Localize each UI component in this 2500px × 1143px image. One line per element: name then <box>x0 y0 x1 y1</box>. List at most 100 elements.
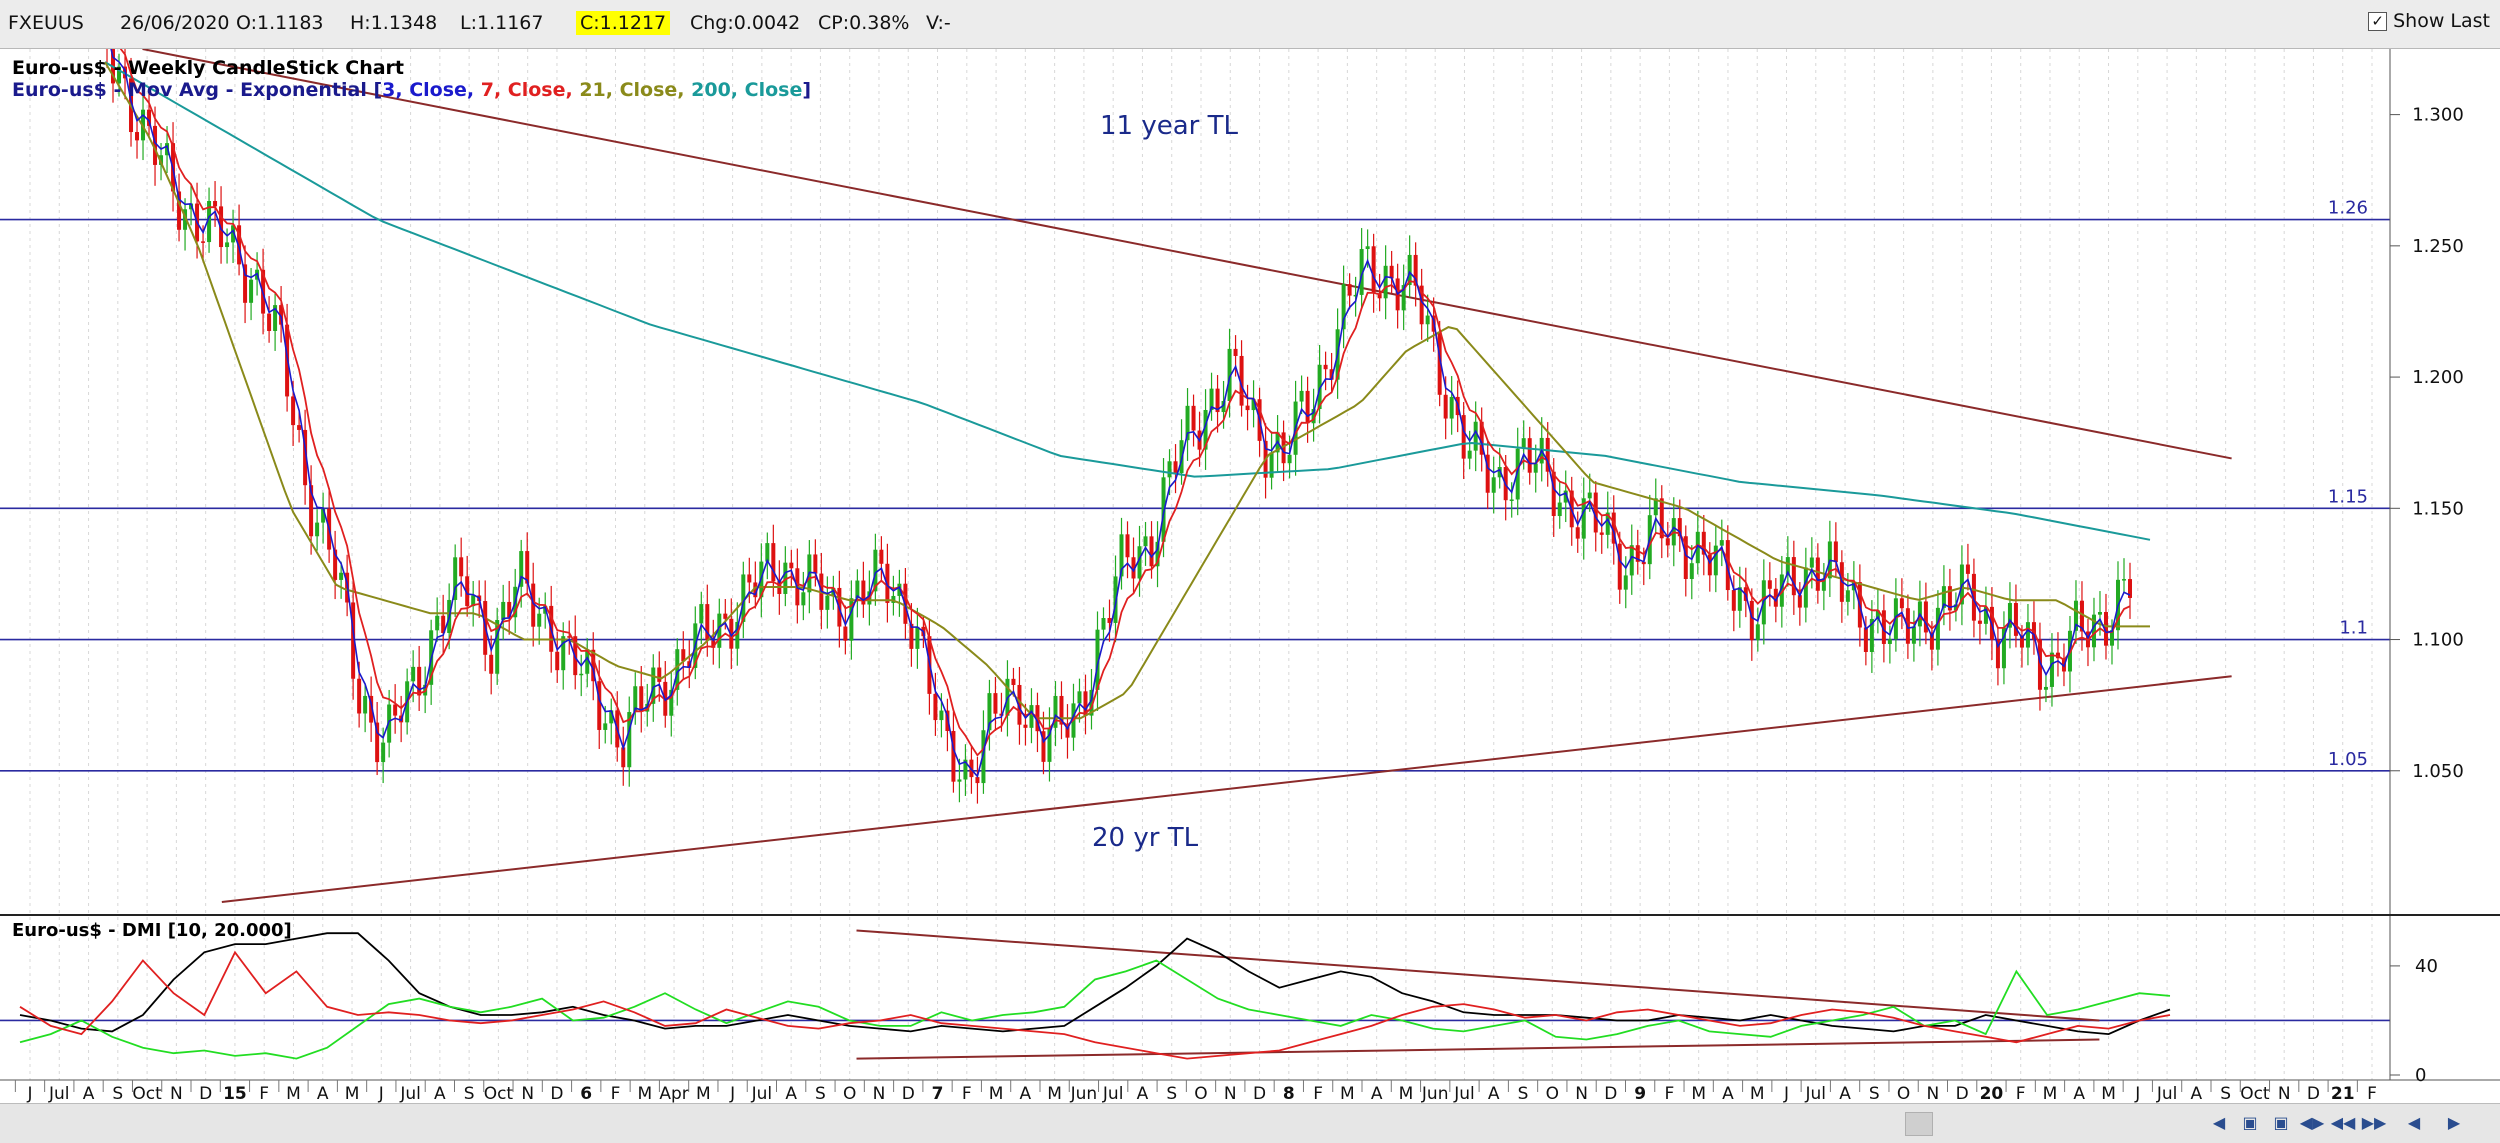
x-tick-label: D <box>2307 1084 2320 1103</box>
candle-body <box>1552 472 1556 516</box>
open-label: O:1.1183 <box>236 12 324 34</box>
candle-body <box>1936 608 1940 650</box>
candle-body <box>1534 463 1538 472</box>
candle-body <box>2122 579 2126 581</box>
candle-body <box>411 667 415 681</box>
candle-body <box>1720 540 1724 546</box>
candle-body <box>1690 563 1694 579</box>
price-trendline <box>222 676 2232 902</box>
x-tick-label: M <box>2043 1084 2058 1103</box>
ma-legend-part: 21, Close, <box>579 79 691 101</box>
candle-body <box>801 592 805 605</box>
candle-body <box>1366 246 1370 249</box>
candle-body <box>435 616 439 631</box>
symbol-label: FXEUUS <box>8 12 84 34</box>
x-tick-label: 20 <box>1980 1084 2004 1103</box>
time-scrollbar[interactable]: ◀ ▣ ▣ ◀▶ ◀◀ ▶▶ ◀ ▶ <box>0 1103 2500 1143</box>
x-tick-label: M <box>286 1084 301 1103</box>
x-tick-label: A <box>1488 1084 1500 1103</box>
candle-body <box>1077 691 1081 703</box>
candle-body <box>1732 590 1736 611</box>
candle-body <box>1450 397 1454 419</box>
ema-21-line <box>105 62 2150 718</box>
candle-body <box>489 655 493 674</box>
x-tick-label: Oct <box>2240 1084 2270 1103</box>
candle-body <box>765 543 769 561</box>
x-tick-label: A <box>2073 1084 2085 1103</box>
candle-body <box>1846 590 1850 602</box>
ema-7-line <box>95 49 2130 755</box>
candle-body <box>1660 498 1664 538</box>
show-last-toggle[interactable]: ✓ Show Last <box>2368 10 2490 32</box>
step-left-icon[interactable]: ◀ <box>2400 1111 2428 1135</box>
candle-body <box>1528 438 1532 473</box>
candle-body <box>747 574 751 582</box>
x-tick-label: N <box>2278 1084 2291 1103</box>
candle-body <box>597 681 601 730</box>
x-tick-label: S <box>815 1084 826 1103</box>
candle-body <box>1426 316 1430 325</box>
x-tick-label: N <box>873 1084 886 1103</box>
zoom-in-icon[interactable]: ▣ <box>2267 1111 2295 1135</box>
x-tick-label: D <box>1253 1084 1266 1103</box>
go-first-icon[interactable]: ◀◀ <box>2329 1111 2357 1135</box>
candle-body <box>1150 536 1154 566</box>
x-tick-label: S <box>2220 1084 2231 1103</box>
x-tick-label: S <box>112 1084 123 1103</box>
candle-body <box>1029 705 1033 728</box>
x-tick-label: D <box>902 1084 915 1103</box>
show-last-checkbox[interactable]: ✓ <box>2368 12 2387 31</box>
candle-body <box>1306 391 1310 423</box>
step-right-icon[interactable]: ▶ <box>2440 1111 2468 1135</box>
zoom-out-icon[interactable]: ▣ <box>2236 1111 2264 1135</box>
x-tick-label: M <box>637 1084 652 1103</box>
x-tick-label: D <box>550 1084 563 1103</box>
dmi-title: Euro-us$ - DMI [10, 20.000] <box>12 920 292 941</box>
x-tick-label: S <box>464 1084 475 1103</box>
candle-body <box>657 668 661 682</box>
candle-body <box>393 705 397 716</box>
candle-body <box>1011 679 1015 685</box>
candle-body <box>297 425 301 430</box>
ma-legend-part: 7, Close, <box>481 79 580 101</box>
x-tick-label: A <box>317 1084 329 1103</box>
show-last-label: Show Last <box>2393 10 2490 32</box>
candle-body <box>225 242 229 247</box>
x-tick-label: J <box>2134 1084 2140 1103</box>
moving-averages <box>95 49 2150 776</box>
volume-label: V:- <box>926 12 951 34</box>
candle-body <box>291 396 295 425</box>
x-tick-label: Jul <box>1453 1084 1475 1103</box>
candle-body <box>1101 618 1105 630</box>
scrollbar-thumb[interactable] <box>1905 1112 1933 1136</box>
candle-body <box>1558 503 1562 516</box>
go-last-icon[interactable]: ▶▶ <box>2360 1111 2388 1135</box>
candle-body <box>1666 538 1670 545</box>
candle-body <box>1168 461 1172 477</box>
x-tick-label: S <box>1166 1084 1177 1103</box>
candle-body <box>975 777 979 783</box>
candle-body <box>249 280 253 303</box>
candle-body <box>699 604 703 623</box>
candle-body <box>537 614 541 627</box>
candle-body <box>1966 565 1970 574</box>
x-tick-label: M <box>2101 1084 2116 1103</box>
candle-body <box>1300 391 1304 402</box>
candle-body <box>843 627 847 641</box>
x-tick-label: A <box>1371 1084 1383 1103</box>
date-label: 26/06/2020 <box>120 12 230 34</box>
x-tick-label: 9 <box>1634 1084 1646 1103</box>
low-label: L:1.1167 <box>460 12 543 34</box>
candle-body <box>1324 365 1328 369</box>
candle-body <box>357 679 361 714</box>
page-left-icon[interactable]: ◀▶ <box>2298 1111 2326 1135</box>
scroll-left-icon[interactable]: ◀ <box>2205 1111 2233 1135</box>
candle-body <box>1192 406 1196 431</box>
x-tick-label: M <box>1691 1084 1706 1103</box>
candle-body <box>1474 422 1478 451</box>
x-tick-label: J <box>729 1084 735 1103</box>
x-tick-label: F <box>2016 1084 2026 1103</box>
y-tick-label: 1.300 <box>2412 105 2464 126</box>
price-chart-area[interactable]: 1.261.151.11.05 1.3001.2501.2001.1501.10… <box>0 49 2500 1103</box>
